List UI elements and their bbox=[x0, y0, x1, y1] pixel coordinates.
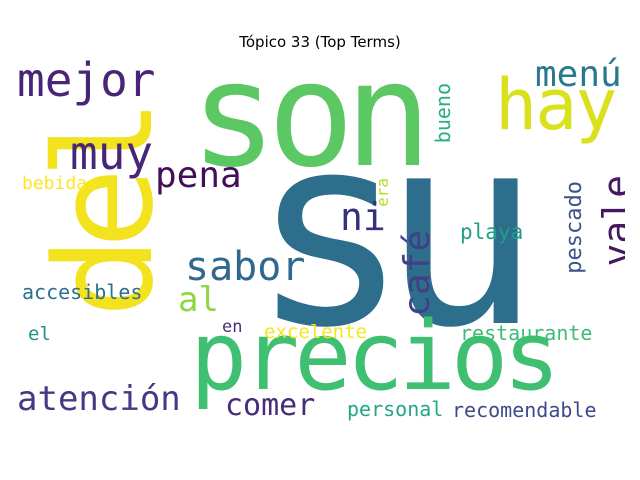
word-vale: vale bbox=[595, 175, 625, 267]
word-precios: precios bbox=[190, 302, 560, 412]
word-recomendable: recomendable bbox=[452, 398, 597, 422]
word-al: al bbox=[178, 280, 219, 320]
word-el: el bbox=[28, 323, 51, 345]
word-accesibles: accesibles bbox=[22, 280, 143, 304]
word-bueno: bueno bbox=[431, 83, 455, 144]
word-sabor: sabor bbox=[185, 244, 306, 290]
word-mejor: mejor bbox=[17, 55, 156, 107]
word-bebidas: bebidas bbox=[22, 173, 98, 194]
chart-title: Tópico 33 (Top Terms) bbox=[239, 33, 401, 51]
word-restaurante: restaurante bbox=[460, 321, 593, 345]
word-cafe: café bbox=[397, 230, 438, 317]
word-playa: playa bbox=[460, 220, 524, 244]
word-pescado: pescado bbox=[562, 181, 587, 274]
word-personal: personal bbox=[347, 397, 444, 421]
word-pena: pena bbox=[155, 155, 242, 196]
word-atencion: atención bbox=[17, 379, 181, 419]
word-cloud: su son del precios hay mejor menú muy pe… bbox=[15, 55, 625, 430]
word-excelente: excelente bbox=[264, 321, 367, 343]
word-en: en bbox=[222, 317, 243, 337]
word-hay: hay bbox=[495, 64, 617, 146]
word-ni: ni bbox=[340, 195, 386, 239]
word-son: son bbox=[190, 55, 432, 200]
word-comer: comer bbox=[225, 388, 316, 423]
word-su: su bbox=[250, 78, 541, 386]
word-muy: muy bbox=[70, 126, 154, 180]
word-menu: menú bbox=[535, 55, 622, 95]
